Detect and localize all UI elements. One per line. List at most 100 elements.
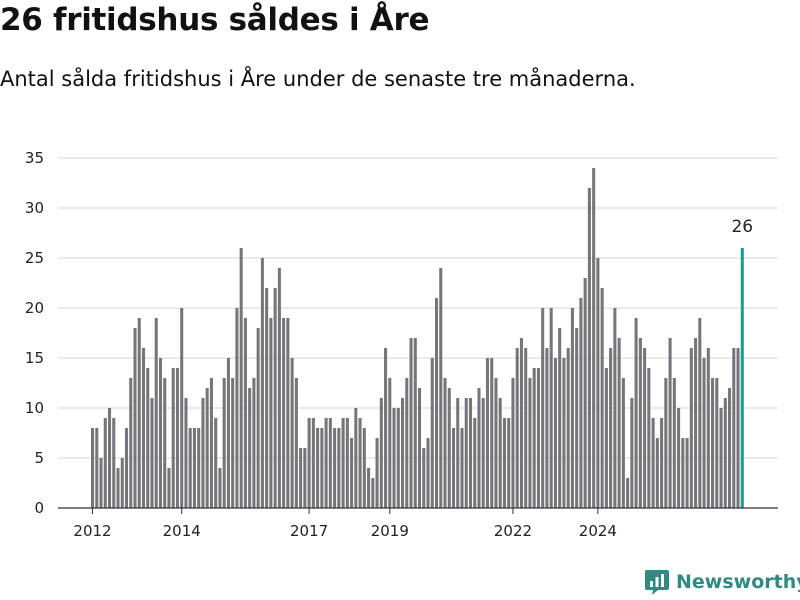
- bar: [447, 388, 451, 508]
- y-tick-label: 15: [25, 349, 44, 367]
- bar: [150, 398, 154, 508]
- x-tick-label: 2022: [494, 522, 532, 540]
- bar: [367, 468, 371, 508]
- bar: [350, 438, 354, 508]
- bar: [320, 428, 324, 508]
- bar: [566, 348, 570, 508]
- bar: [511, 378, 515, 508]
- y-tick-label: 20: [25, 299, 44, 317]
- bar: [133, 328, 137, 508]
- bar: [294, 378, 298, 508]
- bar: [192, 428, 196, 508]
- x-tick-label: 2014: [163, 522, 201, 540]
- highlight-bar: [740, 248, 744, 508]
- bar: [498, 398, 502, 508]
- bar: [218, 468, 222, 508]
- bar: [379, 398, 383, 508]
- bar: [570, 308, 574, 508]
- bar: [689, 348, 693, 508]
- bar: [158, 358, 163, 508]
- bar: [711, 378, 715, 508]
- y-tick-label: 0: [34, 499, 44, 517]
- bar: [647, 368, 651, 508]
- bar: [553, 358, 557, 508]
- bar: [95, 428, 99, 508]
- bar: [439, 268, 443, 508]
- bar: [549, 308, 553, 508]
- bar: [129, 378, 133, 508]
- bar: [303, 448, 307, 508]
- bar: [112, 418, 116, 508]
- bar: [434, 298, 439, 508]
- bar: [337, 428, 341, 508]
- bar: [481, 398, 485, 508]
- bar: [154, 318, 158, 508]
- bar: [137, 318, 141, 508]
- bar: [736, 348, 740, 508]
- bar: [626, 478, 630, 508]
- bar: [638, 338, 642, 508]
- bar: [175, 368, 179, 508]
- bar: [91, 428, 95, 508]
- bar: [413, 338, 417, 508]
- bar: [341, 418, 345, 508]
- bar: [396, 408, 400, 508]
- bar: [146, 368, 150, 508]
- bar: [613, 308, 617, 508]
- bar: [256, 328, 260, 508]
- bar: [311, 418, 315, 508]
- bar: [103, 418, 107, 508]
- bar: [519, 338, 523, 508]
- bar: [698, 318, 702, 508]
- y-tick-label: 35: [25, 149, 44, 167]
- bar: [316, 428, 320, 508]
- bar: [99, 458, 103, 508]
- bar: [541, 308, 545, 508]
- bar: [494, 378, 498, 508]
- bar: [345, 418, 349, 508]
- bar: [171, 368, 175, 508]
- bar: [609, 348, 613, 508]
- bar: [184, 398, 188, 508]
- bar: [388, 378, 392, 508]
- bar: [583, 278, 587, 508]
- bar: [422, 448, 426, 508]
- bar: [167, 468, 171, 508]
- bar: [477, 388, 481, 508]
- bar: [456, 398, 460, 508]
- bar: [596, 258, 600, 508]
- bar: [205, 388, 209, 508]
- bar: [600, 288, 604, 508]
- bar: [621, 378, 625, 508]
- bar: [188, 428, 192, 508]
- bar: [409, 338, 413, 508]
- bar: [604, 368, 608, 508]
- bar: [685, 438, 689, 508]
- bar: [235, 308, 239, 508]
- newsworthy-logo[interactable]: Newsworthy: [644, 568, 800, 596]
- bar: [214, 418, 218, 508]
- y-tick-label: 25: [25, 249, 44, 267]
- bar: [443, 378, 447, 508]
- highlight-data-label: 26: [731, 217, 753, 237]
- bar: [575, 328, 579, 508]
- bar: [116, 468, 120, 508]
- bar: [728, 388, 732, 508]
- bar: [677, 408, 681, 508]
- bar: [464, 398, 468, 508]
- bar: [668, 338, 672, 508]
- bar: [664, 378, 668, 508]
- bar: [418, 388, 422, 508]
- bar: [617, 338, 621, 508]
- bar: [107, 408, 112, 508]
- bar: [732, 348, 736, 508]
- bar: [507, 418, 511, 508]
- bar: [201, 398, 205, 508]
- bar: [333, 428, 337, 508]
- bar: [222, 378, 226, 508]
- bar: [362, 428, 366, 508]
- x-tick-label: 2012: [73, 522, 111, 540]
- bar: [545, 348, 549, 508]
- bar: [209, 378, 213, 508]
- bar: [473, 418, 477, 508]
